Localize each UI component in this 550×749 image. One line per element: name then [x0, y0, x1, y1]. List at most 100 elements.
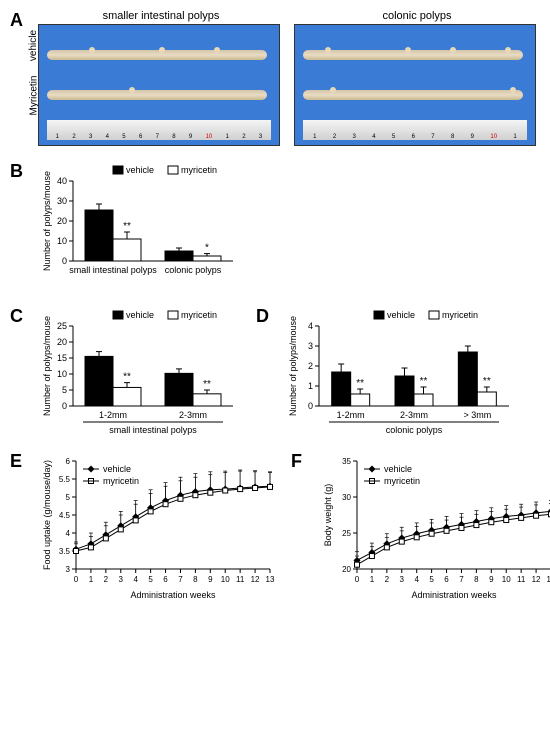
svg-text:vehicle: vehicle	[384, 464, 412, 474]
svg-text:> 3mm: > 3mm	[463, 410, 491, 420]
svg-text:5: 5	[148, 575, 153, 584]
svg-text:3: 3	[308, 341, 313, 351]
svg-text:13: 13	[266, 575, 275, 584]
svg-text:Administration weeks: Administration weeks	[130, 590, 216, 600]
svg-text:30: 30	[57, 196, 67, 206]
panel-a-right-photo: 123456789101	[294, 24, 536, 146]
svg-text:0: 0	[74, 575, 79, 584]
panel-cd-row: C 0 5 10 15 20 25 ** 1-2mm ** 2-3mm vehicle myricet…	[10, 306, 540, 436]
svg-text:8: 8	[193, 575, 198, 584]
svg-text:20: 20	[342, 565, 351, 574]
svg-text:1: 1	[370, 575, 375, 584]
svg-text:3.5: 3.5	[59, 547, 71, 556]
svg-text:20: 20	[57, 216, 67, 226]
svg-text:9: 9	[489, 575, 494, 584]
svg-text:Number of polyps/mouse: Number of polyps/mouse	[42, 316, 52, 416]
svg-text:5: 5	[66, 493, 71, 502]
panel-a-left-photo: 12345678910123	[38, 24, 280, 146]
svg-text:1-2mm: 1-2mm	[337, 410, 365, 420]
svg-text:6: 6	[66, 457, 71, 466]
panel-d-label: D	[256, 306, 276, 327]
svg-text:vehicle: vehicle	[126, 310, 154, 320]
svg-text:2-3mm: 2-3mm	[400, 410, 428, 420]
svg-text:Food uptake (g/mouse/day): Food uptake (g/mouse/day)	[42, 460, 52, 570]
svg-text:1: 1	[308, 381, 313, 391]
panel-c-label: C	[10, 306, 30, 327]
svg-text:small intestinal polyps: small intestinal polyps	[109, 425, 197, 435]
svg-text:10: 10	[57, 236, 67, 246]
svg-text:**: **	[123, 372, 131, 383]
svg-text:12: 12	[532, 575, 541, 584]
svg-text:2: 2	[308, 361, 313, 371]
svg-text:*: *	[205, 243, 209, 254]
svg-text:colonic polyps: colonic polyps	[165, 265, 222, 275]
panel-e-label: E	[10, 451, 30, 472]
svg-text:4.5: 4.5	[59, 511, 71, 520]
svg-text:30: 30	[342, 493, 351, 502]
svg-text:11: 11	[517, 575, 526, 584]
svg-text:1-2mm: 1-2mm	[99, 410, 127, 420]
svg-text:**: **	[420, 376, 428, 387]
svg-text:20: 20	[57, 337, 67, 347]
panel-a-left-header: smaller intestinal polyps	[38, 10, 284, 22]
svg-text:7: 7	[459, 575, 464, 584]
panel-a-content: vehicle Myricetin smaller intestinal pol…	[38, 10, 540, 146]
svg-text:5: 5	[62, 385, 67, 395]
svg-text:small intestinal polyps: small intestinal polyps	[69, 265, 157, 275]
svg-text:4: 4	[133, 575, 138, 584]
svg-text:0: 0	[308, 401, 313, 411]
svg-text:4: 4	[66, 529, 71, 538]
svg-text:10: 10	[221, 575, 230, 584]
panel-b-chart: 0 10 20 30 40 ** small intestinal polyps * colon…	[38, 161, 238, 291]
svg-text:3: 3	[119, 575, 124, 584]
svg-text:13: 13	[547, 575, 550, 584]
svg-text:colonic polyps: colonic polyps	[386, 425, 443, 435]
ruler-left: 12345678910123	[47, 120, 271, 140]
ruler-right: 123456789101	[303, 120, 527, 140]
svg-text:10: 10	[502, 575, 511, 584]
svg-text:11: 11	[236, 575, 245, 584]
svg-text:**: **	[123, 221, 131, 232]
svg-text:Number of polyps/mouse: Number of polyps/mouse	[288, 316, 298, 416]
svg-text:myricetin: myricetin	[442, 310, 478, 320]
svg-text:**: **	[483, 376, 491, 387]
svg-text:4: 4	[308, 321, 313, 331]
svg-text:40: 40	[57, 176, 67, 186]
svg-text:6: 6	[163, 575, 168, 584]
svg-text:vehicle: vehicle	[387, 310, 415, 320]
panel-a-right-header: colonic polyps	[294, 10, 540, 22]
svg-text:myricetin: myricetin	[181, 165, 217, 175]
svg-text:35: 35	[342, 457, 351, 466]
svg-text:Number of polyps/mouse: Number of polyps/mouse	[42, 171, 52, 271]
panel-a-row: A vehicle Myricetin smaller intestinal p…	[10, 10, 540, 146]
svg-text:myricetin: myricetin	[103, 476, 139, 486]
panel-f-chart: 20253035012345678910111213vehiclemyricet…	[319, 451, 550, 601]
svg-text:**: **	[203, 379, 211, 390]
svg-text:vehicle: vehicle	[126, 165, 154, 175]
panel-c-chart: 0510152025**1-2mm**2-3mmvehiclemyricetin…	[38, 306, 238, 436]
svg-text:12: 12	[251, 575, 260, 584]
svg-text:7: 7	[178, 575, 183, 584]
svg-text:0: 0	[355, 575, 360, 584]
svg-text:5: 5	[429, 575, 434, 584]
svg-text:vehicle: vehicle	[103, 464, 131, 474]
svg-text:6: 6	[444, 575, 449, 584]
svg-text:4: 4	[414, 575, 419, 584]
figure-container: A vehicle Myricetin smaller intestinal p…	[10, 10, 540, 601]
panel-a-label: A	[10, 10, 30, 31]
svg-text:9: 9	[208, 575, 213, 584]
svg-text:myricetin: myricetin	[181, 310, 217, 320]
panel-f-label: F	[291, 451, 311, 472]
svg-text:myricetin: myricetin	[384, 476, 420, 486]
svg-text:0: 0	[62, 256, 67, 266]
svg-text:10: 10	[57, 369, 67, 379]
svg-text:15: 15	[57, 353, 67, 363]
svg-text:8: 8	[474, 575, 479, 584]
svg-text:2-3mm: 2-3mm	[179, 410, 207, 420]
svg-text:Administration weeks: Administration weeks	[411, 590, 497, 600]
svg-text:25: 25	[57, 321, 67, 331]
svg-text:1: 1	[89, 575, 94, 584]
panel-b-label: B	[10, 161, 30, 182]
svg-text:2: 2	[385, 575, 390, 584]
svg-text:3: 3	[400, 575, 405, 584]
